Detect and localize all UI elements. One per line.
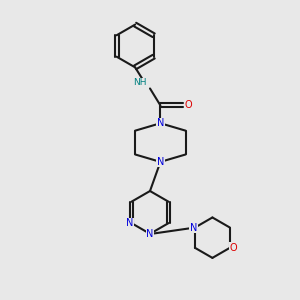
Text: N: N [146,229,154,239]
Text: N: N [190,223,197,232]
Text: N: N [157,157,164,167]
Text: N: N [126,218,134,228]
Text: O: O [229,243,237,253]
Text: N: N [157,118,164,128]
Text: O: O [184,100,192,110]
Text: NH: NH [134,78,147,87]
